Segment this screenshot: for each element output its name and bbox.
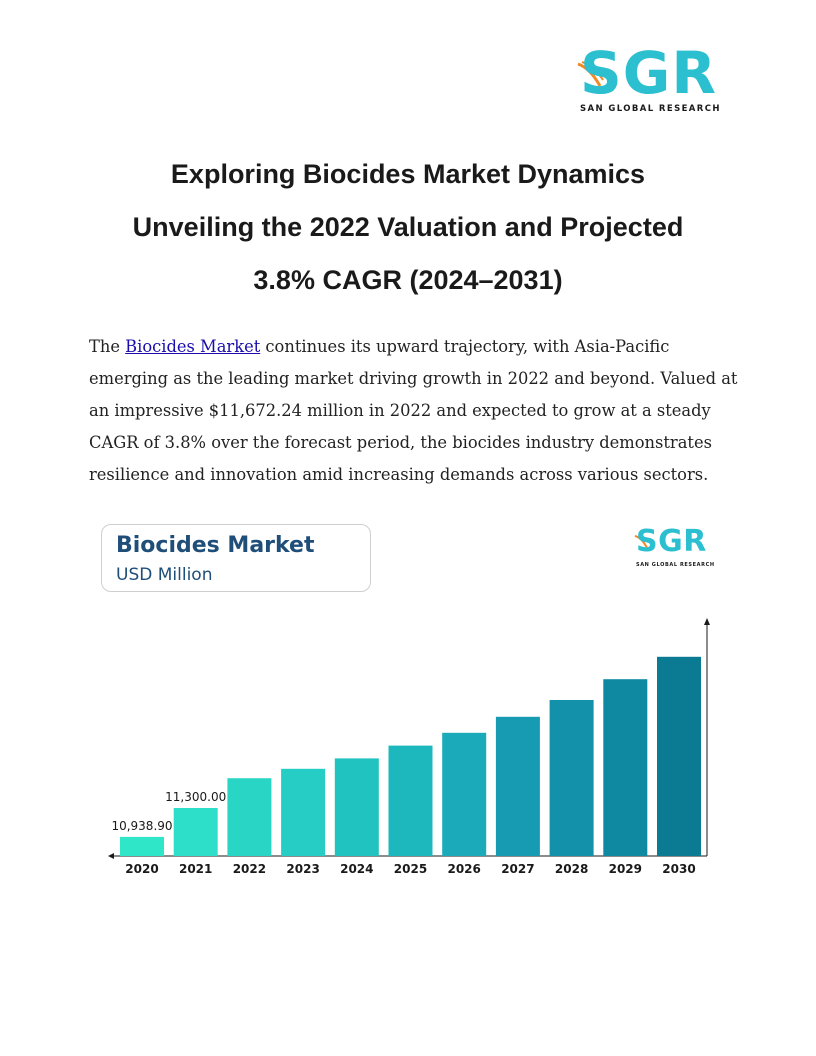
x-axis-arrow-icon [108,853,114,859]
para-intro: The [89,337,126,356]
title-line-1: Exploring Biocides Market Dynamics [170,159,646,189]
title-line-3: 3.8% CAGR (2024–2031) [253,265,563,295]
biocides-chart-figure: Biocides Market USD Million SGR SAN GLOB… [100,520,720,890]
para-line-4: CAGR of 3.8% over the forecast period, t… [89,433,712,452]
x-tick-label-2029: 2029 [609,862,642,876]
bar-2030 [657,656,701,856]
title-line-2: Unveiling the 2022 Valuation and Project… [132,212,684,242]
logo-tagline: SAN GLOBAL RESEARCH [580,104,721,114]
data-label-2021: 11,300.00 [165,790,226,804]
x-tick-label-2028: 2028 [555,862,588,876]
y-axis-arrow-icon [704,618,710,625]
bar-2022 [227,778,272,856]
x-tick-label-2023: 2023 [286,862,319,876]
para-line-2: emerging as the leading market driving g… [89,369,738,388]
chart-unit-label: USD Million [116,565,213,585]
chart-sgr-logo: SGR SAN GLOBAL RESEARCH [634,524,720,572]
para-line-5: resilience and innovation amid increasin… [89,465,709,484]
x-tick-label-2030: 2030 [662,862,695,876]
logo-letter-r: R [671,39,718,107]
bar-2029 [603,679,648,856]
para-line-1-rest: continues its upward trajectory, with As… [260,337,670,356]
bar-2026 [442,732,487,856]
x-tick-label-2020: 2020 [125,862,158,876]
bar-chart: 2020 10,938.90 2021 11,300.00 2022 2023 2024 20… [108,618,710,876]
x-tick-label-2025: 2025 [394,862,427,876]
logo-letter-s: S [580,39,623,107]
x-tick-label-2021: 2021 [179,862,212,876]
chart-logo-letter-s: S [636,524,659,559]
chart-logo-letter-g: G [658,524,684,559]
chart-title-card: Biocides Market USD Million [101,524,371,592]
chart-logo-letters: SGR [636,524,707,560]
x-tick-label-2026: 2026 [447,862,480,876]
chart-logo-swoosh-icon [634,535,648,549]
data-label-2020: 10,938.90 [111,819,172,833]
logo-letters: SGR [580,38,717,108]
biocides-market-link[interactable]: Biocides Market [125,337,261,356]
bar-2024 [334,758,379,856]
chart-title: Biocides Market [116,533,315,558]
bar-2028 [549,700,594,856]
x-tick-label-2022: 2022 [233,862,266,876]
bar-2023 [281,768,326,856]
chart-logo-letter-r: R [683,524,707,559]
bar-2027 [495,716,540,856]
sgr-logo: SGR SAN GLOBAL RESEARCH [576,39,722,118]
logo-letter-g: G [622,39,672,107]
logo-swoosh-icon [577,61,604,87]
bar-2025 [388,745,433,856]
chart-logo-tagline: SAN GLOBAL RESEARCH [636,562,715,568]
x-tick-label-2027: 2027 [501,862,534,876]
bar-2021 [173,808,218,856]
para-line-1: The Biocides Market continues its upward… [89,331,739,363]
x-tick-label-2024: 2024 [340,862,373,876]
para-line-3: an impressive $11,672.24 million in 2022… [89,401,711,420]
intro-paragraph: The Biocides Market continues its upward… [89,331,739,491]
bar-2020 [120,836,164,856]
page-title: Exploring Biocides Market Dynamics Unvei… [60,148,756,307]
